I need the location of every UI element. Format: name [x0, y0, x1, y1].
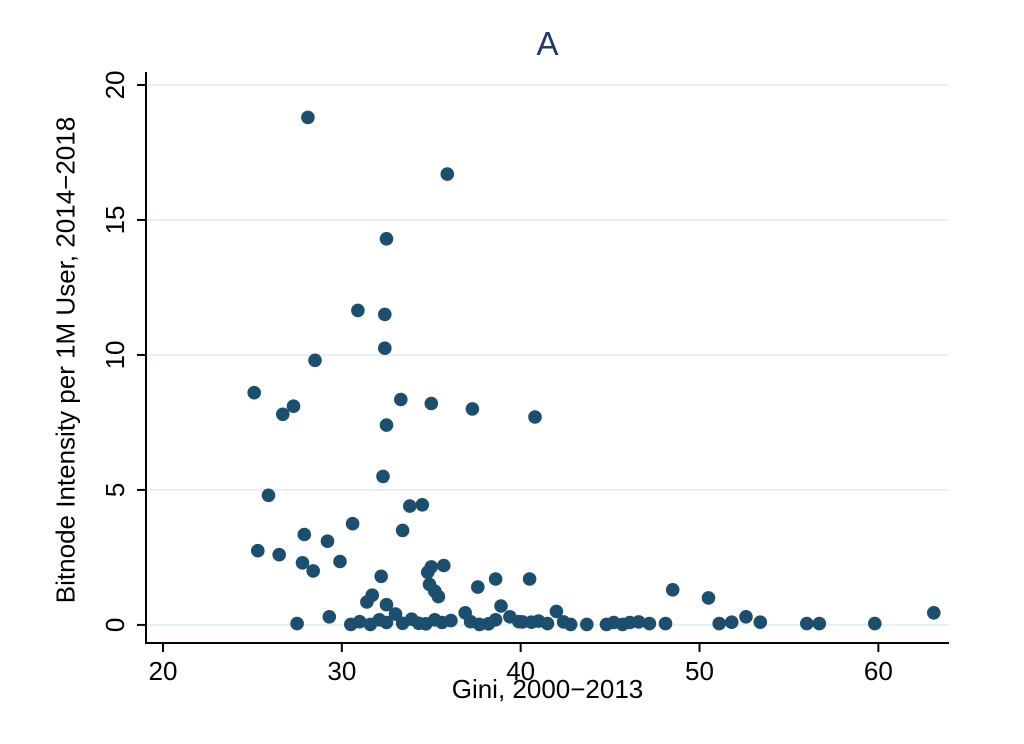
y-tick-label: 15 [100, 205, 130, 234]
data-point [379, 615, 394, 630]
data-point [250, 543, 265, 558]
data-point [395, 523, 410, 538]
data-point [290, 616, 304, 631]
data-point [642, 616, 657, 631]
data-point [415, 498, 430, 512]
data-point [437, 558, 451, 573]
data-point [927, 606, 941, 620]
data-point [868, 616, 882, 631]
data-point [540, 616, 555, 631]
data-point [494, 599, 508, 613]
data-point [471, 580, 485, 594]
data-point [701, 591, 716, 605]
y-tick-label: 0 [100, 618, 130, 632]
data-point [261, 488, 276, 503]
data-point [800, 616, 814, 631]
data-point [272, 547, 287, 562]
data-point [403, 499, 417, 513]
data-point [739, 610, 753, 624]
x-tick-label: 30 [327, 656, 356, 686]
data-point [388, 607, 403, 621]
x-tick-label: 20 [149, 656, 178, 686]
data-point [420, 565, 435, 580]
data-point [333, 554, 347, 569]
data-point [580, 617, 594, 632]
data-point [394, 392, 408, 407]
data-point [308, 353, 322, 368]
data-point [431, 589, 446, 604]
data-point [301, 110, 315, 125]
data-point [247, 385, 261, 400]
data-point [379, 232, 394, 246]
data-point [549, 604, 564, 619]
data-point [424, 396, 439, 411]
data-point [812, 616, 827, 631]
data-point [522, 572, 537, 586]
x-tick-label: 40 [506, 656, 535, 686]
data-point [631, 615, 646, 629]
y-tick-label: 5 [100, 483, 130, 497]
data-point [286, 399, 301, 414]
data-point [488, 613, 503, 627]
data-point [376, 469, 390, 484]
data-point [724, 615, 739, 629]
y-tick-label: 20 [100, 70, 130, 99]
data-point [440, 167, 455, 181]
data-point [753, 615, 768, 629]
data-point [528, 410, 542, 424]
x-axis-label: Gini, 2000−2013 [451, 674, 644, 704]
data-point [295, 556, 310, 570]
x-tick-label: 50 [685, 656, 714, 686]
y-tick-label: 10 [100, 340, 130, 369]
data-point [345, 516, 360, 531]
chart-title: A [536, 25, 559, 62]
data-point [379, 597, 394, 612]
data-point [276, 407, 290, 422]
data-point [351, 303, 365, 318]
data-point [488, 572, 503, 586]
data-point [306, 564, 321, 578]
data-point [378, 341, 392, 356]
y-axis-label: Bitnode Intensity per 1M User, 2014−2018 [50, 116, 81, 604]
data-point [360, 595, 374, 609]
data-point [378, 307, 392, 322]
x-tick-label: 60 [864, 656, 893, 686]
data-point [320, 534, 335, 548]
data-point [352, 614, 367, 629]
data-point [379, 418, 394, 432]
data-point [322, 610, 337, 624]
data-point [712, 616, 726, 631]
data-point [658, 616, 673, 631]
data-point [465, 402, 480, 416]
data-point [374, 569, 389, 584]
data-point [665, 583, 680, 597]
data-point [444, 613, 458, 628]
data-point [297, 527, 312, 542]
data-point [563, 617, 578, 632]
